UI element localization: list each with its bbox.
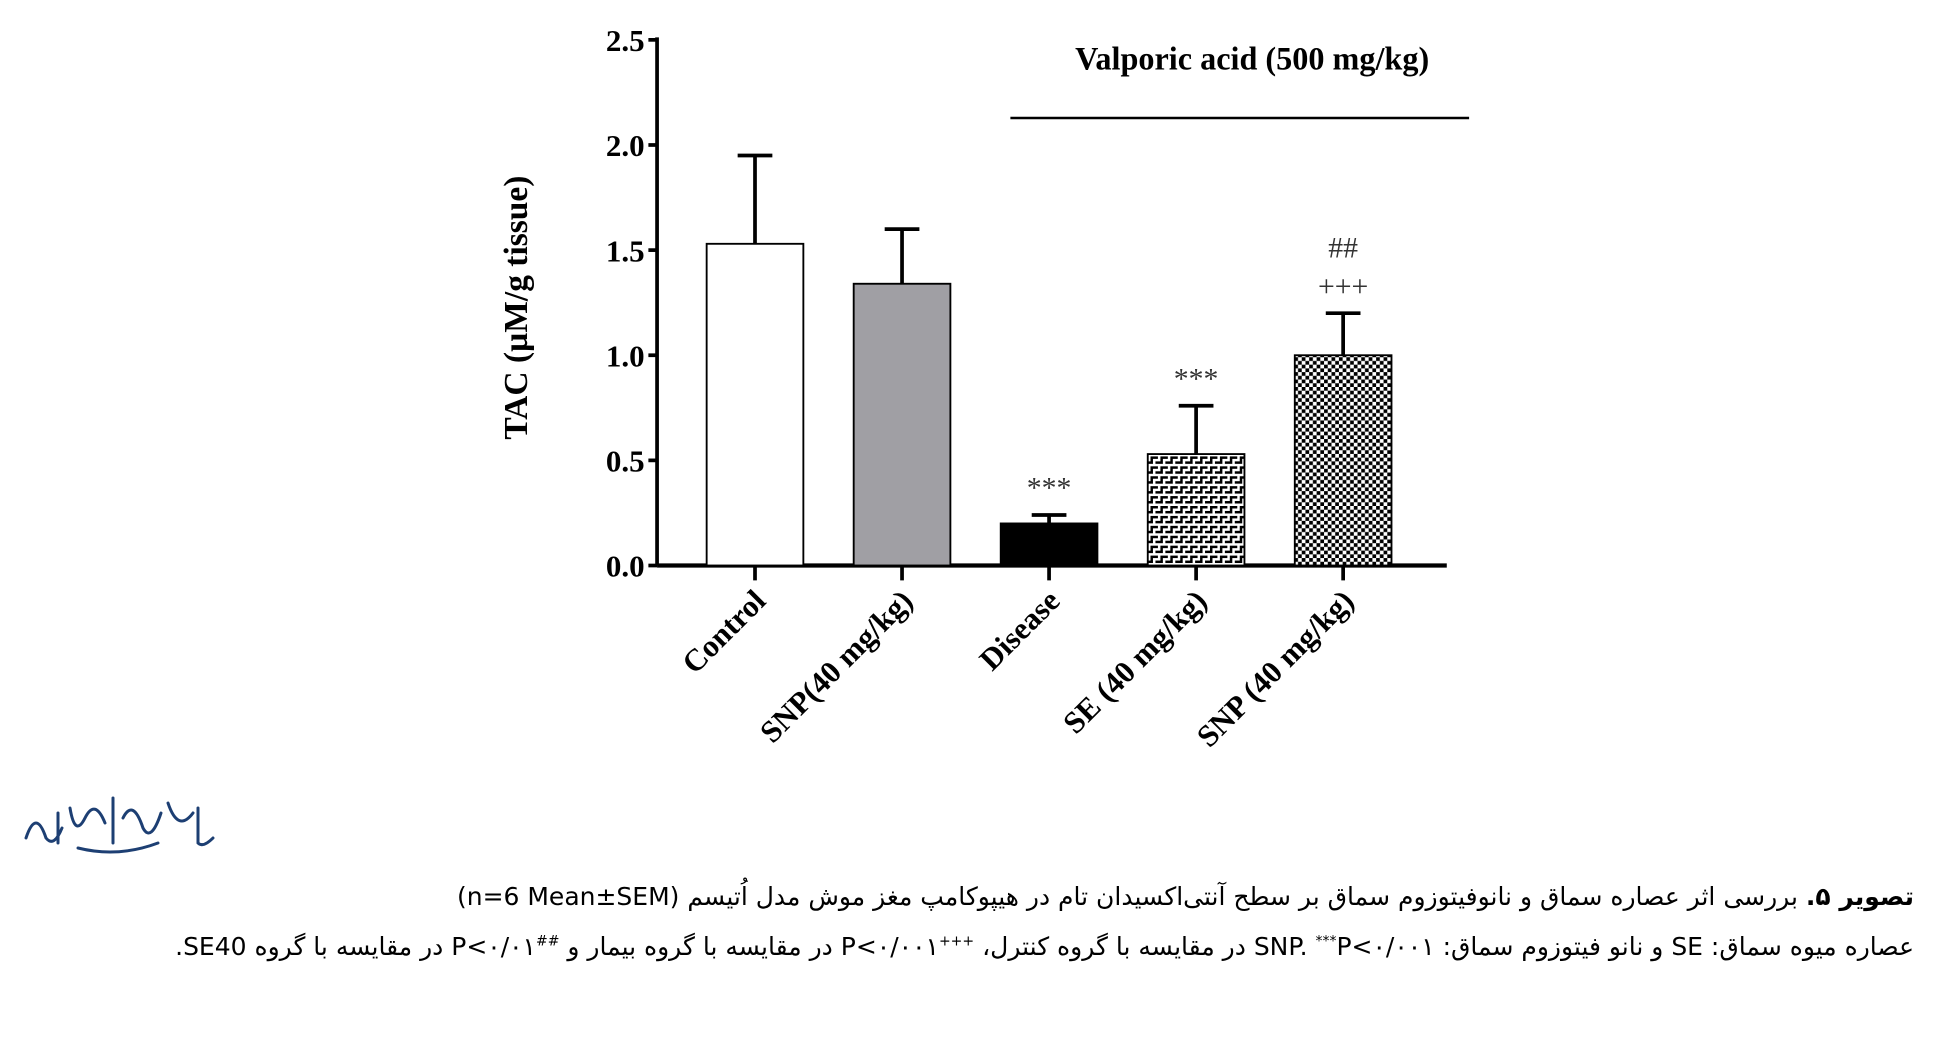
x-tick-label: SNP (40 mg/kg) bbox=[1190, 583, 1361, 754]
caption-sig-disease: P<۰/۰۰۱ در مقایسه با گروه بیمار و bbox=[559, 932, 939, 961]
bar bbox=[1146, 453, 1246, 567]
sig-mark: *** bbox=[1315, 933, 1337, 950]
y-tick-label: 1.5 bbox=[606, 233, 645, 268]
y-tick-label: 2.5 bbox=[606, 23, 645, 58]
significance-marker: *** bbox=[1027, 472, 1072, 505]
journal-logo bbox=[24, 796, 215, 854]
caption-line-1: تصویر ۵. بررسی اثر عصاره سماق و نانوفیتو… bbox=[14, 872, 1914, 922]
caption-line-2: عصاره میوه سماق: SE و نانو فیتوزوم سماق:… bbox=[14, 922, 1914, 972]
y-tick-label: 0.0 bbox=[606, 549, 645, 584]
significance-marker: +++ bbox=[1318, 270, 1368, 303]
caption-title: بررسی اثر عصاره سماق و نانوفیتوزوم سماق … bbox=[456, 882, 1806, 911]
caption-abbrev: عصاره میوه سماق: SE و نانو فیتوزوم سماق:… bbox=[1253, 932, 1914, 961]
sig-mark: +++ bbox=[938, 933, 975, 950]
significance-marker: ## bbox=[1328, 231, 1358, 264]
chart-title: Valporic acid (500 mg/kg) bbox=[1075, 41, 1429, 77]
bar bbox=[705, 242, 805, 567]
bar bbox=[999, 522, 1099, 567]
x-tick-label: Control bbox=[675, 583, 773, 681]
y-tick-label: 2.0 bbox=[606, 128, 645, 163]
bar bbox=[852, 282, 952, 567]
significance-marker: *** bbox=[1174, 362, 1219, 395]
y-axis-label: TAC (µM/g tissue) bbox=[498, 176, 535, 440]
y-tick-label: 0.5 bbox=[606, 444, 645, 479]
caption-label: تصویر ۵. bbox=[1805, 882, 1914, 911]
y-tick-label: 1.0 bbox=[606, 338, 645, 373]
sig-mark: ## bbox=[535, 933, 560, 950]
x-tick-label: SNP(40 mg/kg) bbox=[753, 583, 920, 750]
caption-sig-se40: P<۰/۰۱ در مقایسه با گروه SE40. bbox=[175, 932, 536, 961]
bar bbox=[1293, 354, 1393, 567]
caption-sig-control: P<۰/۰۰۱ در مقایسه با گروه کنترل، bbox=[974, 932, 1435, 961]
x-tick-label: SE (40 mg/kg) bbox=[1056, 583, 1213, 740]
x-tick-label: Disease bbox=[972, 583, 1066, 677]
figure-caption: تصویر ۵. بررسی اثر عصاره سماق و نانوفیتو… bbox=[14, 872, 1914, 972]
